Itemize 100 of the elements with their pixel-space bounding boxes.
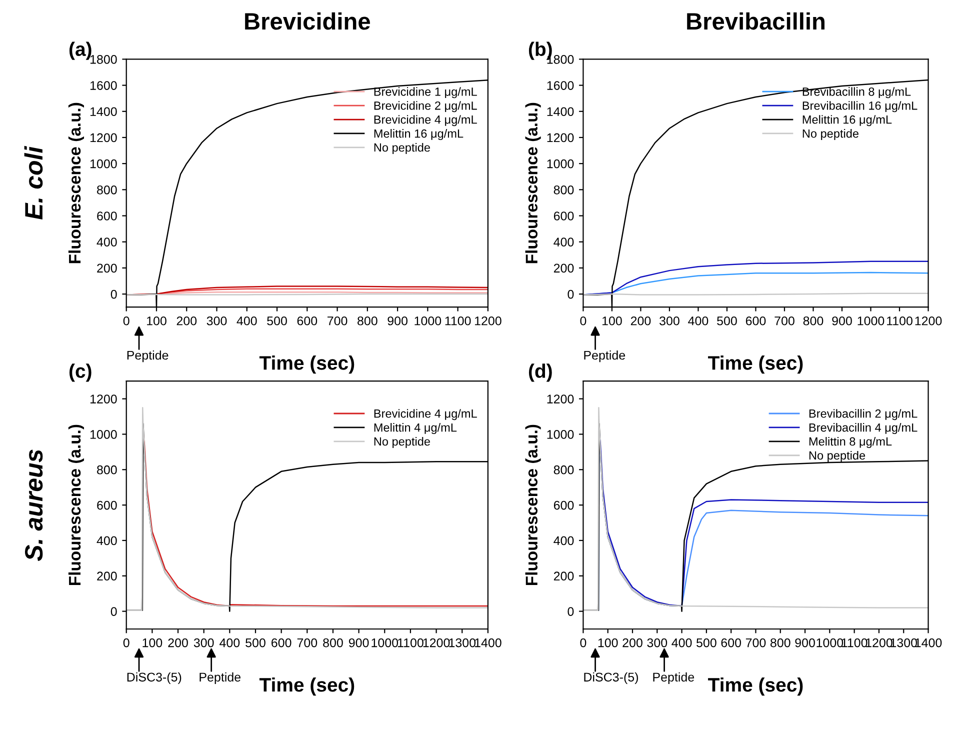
legend-label: Melittin 16 μg/mL — [374, 129, 464, 140]
x-axis-title: Time (sec) — [259, 356, 354, 374]
y-tick-label: 1200 — [547, 394, 574, 404]
text: Peptide — [584, 350, 626, 362]
y-axis-title: Fluourescence (a.u.) — [525, 102, 541, 264]
x-tick-label: 900 — [795, 638, 815, 648]
legend-label: Brevicidine 2 μg/mL — [374, 101, 477, 112]
x-tick-label: 600 — [297, 316, 318, 326]
x-tick-label: 1000 — [372, 638, 398, 648]
x-tick-label: 1300 — [449, 638, 476, 648]
text: Peptide — [200, 672, 241, 684]
y-tick-label: 1000 — [547, 159, 574, 168]
y-tick-label: 1200 — [90, 394, 117, 404]
chart-subtitle: Brevicidine — [245, 12, 370, 30]
y-tick-label: 1000 — [90, 430, 117, 439]
x-tick-label: 0 — [123, 638, 130, 648]
x-axis-title: Time (sec) — [708, 356, 803, 374]
x-tick-label: 700 — [328, 316, 348, 326]
y-tick-label: 1000 — [547, 430, 574, 439]
x-tick-label: 300 — [660, 316, 680, 326]
x-tick-label: 100 — [598, 638, 618, 648]
x-tick-label: 400 — [672, 638, 692, 648]
y-tick-label: 200 — [554, 572, 574, 581]
x-tick-label: 1000 — [858, 316, 884, 326]
y-tick-label: 800 — [554, 185, 574, 194]
y-tick-label: 1400 — [547, 107, 574, 116]
y-tick-label: 1200 — [90, 133, 117, 142]
y-tick-label: 400 — [96, 536, 117, 546]
legend-label: Brevibacillin 16 μg/mL — [802, 101, 918, 112]
x-tick-label: 200 — [168, 638, 188, 648]
x-tick-label: 500 — [717, 316, 737, 326]
x-tick-label: 700 — [297, 638, 318, 648]
y-tick-label: 1800 — [90, 55, 117, 64]
y-tick-label: 800 — [97, 185, 117, 194]
legend-label: Brevicidine 4 μg/mL — [374, 115, 477, 126]
text: S. aureus — [24, 450, 43, 562]
legend-label: Melittin 16 μg/mL — [802, 115, 892, 126]
x-tick-label: 900 — [348, 638, 369, 648]
x-tick-label: 800 — [803, 316, 824, 326]
x-tick-label: 800 — [323, 638, 343, 648]
x-tick-label: 400 — [220, 638, 240, 648]
legend-label: No peptide — [374, 143, 430, 154]
x-tick-label: 300 — [194, 638, 214, 648]
x-tick-label: 500 — [246, 638, 266, 648]
x-tick-label: 1200 — [866, 638, 892, 648]
x-tick-label: 1200 — [423, 638, 450, 648]
x-tick-label: 1100 — [398, 638, 424, 648]
x-tick-label: 100 — [602, 316, 622, 326]
y-tick-label: 200 — [97, 264, 117, 273]
x-tick-label: 900 — [832, 316, 852, 326]
legend-label: No peptide — [374, 436, 430, 448]
y-tick-label: 1600 — [90, 81, 117, 90]
chart-title: (d) — [528, 364, 552, 382]
x-tick-label: 600 — [272, 638, 292, 648]
x-tick-label: 600 — [746, 316, 766, 326]
x-tick-label: 800 — [770, 638, 790, 648]
x-tick-label: 800 — [358, 316, 378, 326]
y-tick-label: 800 — [97, 465, 117, 474]
x-tick-label: 100 — [147, 316, 166, 326]
x-tick-label: 500 — [696, 638, 716, 648]
x-tick-label: 200 — [622, 638, 642, 648]
x-tick-label: 200 — [176, 316, 197, 326]
y-tick-label: 600 — [97, 212, 117, 220]
legend-label: Melittin 4 μg/mL — [374, 423, 457, 434]
y-tick-label: 200 — [97, 572, 117, 581]
x-tick-label: 1000 — [414, 316, 442, 326]
x-tick-label: 200 — [630, 316, 651, 326]
x-tick-label: 700 — [746, 638, 766, 648]
text: DiSC3-(5) — [127, 672, 182, 684]
text: Peptide — [653, 672, 694, 684]
y-tick-label: 400 — [96, 238, 117, 247]
legend-label: Brevicidine 1 μg/mL — [374, 87, 477, 98]
legend-label: Melittin 8 μg/mL — [809, 436, 892, 448]
chart-title: (a) — [69, 42, 92, 60]
x-axis-title: Time (sec) — [259, 677, 354, 696]
x-tick-label: 300 — [206, 316, 227, 326]
x-tick-label: 1100 — [887, 316, 912, 326]
text: DiSC3-(5) — [584, 672, 638, 684]
y-axis-title: Fluourescence (a.u.) — [525, 424, 541, 585]
x-tick-label: 500 — [267, 316, 287, 326]
y-tick-label: 1400 — [90, 107, 117, 116]
x-tick-label: 400 — [688, 316, 708, 326]
text: E. coli — [24, 146, 43, 220]
y-tick-label: 400 — [554, 238, 574, 247]
y-tick-label: 1200 — [547, 133, 574, 142]
x-tick-label: 1100 — [842, 638, 868, 648]
x-tick-label: 1100 — [445, 316, 471, 326]
x-tick-label: 1000 — [816, 638, 844, 648]
x-tick-label: 1200 — [474, 316, 502, 326]
y-axis-title: Fluourescence (a.u.) — [68, 424, 84, 585]
chart-subtitle: Brevibacillin — [687, 12, 824, 30]
legend-label: Brevibacillin 8 μg/mL — [802, 87, 911, 98]
y-tick-label: 600 — [554, 500, 574, 510]
x-tick-label: 0 — [580, 638, 586, 648]
y-tick-label: 600 — [97, 500, 117, 510]
x-tick-label: 300 — [647, 638, 668, 648]
y-tick-label: 1000 — [90, 159, 117, 168]
y-tick-label: 800 — [554, 465, 574, 474]
x-tick-label: 400 — [236, 316, 257, 326]
y-tick-label: 0 — [110, 290, 117, 299]
